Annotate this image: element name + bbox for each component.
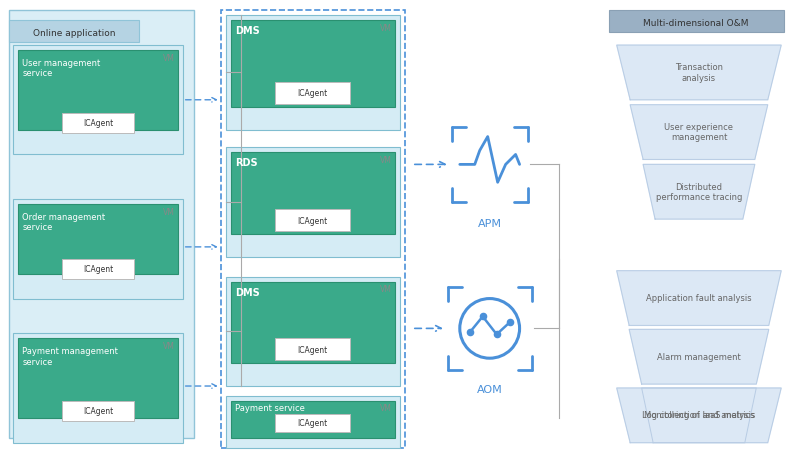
Text: VM: VM — [163, 341, 175, 350]
Bar — [18, 51, 178, 130]
Text: Log collection and analysis: Log collection and analysis — [642, 410, 755, 420]
Text: APM: APM — [477, 218, 501, 228]
Bar — [62, 113, 134, 133]
Polygon shape — [617, 388, 781, 443]
Text: AOM: AOM — [477, 384, 502, 394]
Text: Order management
service: Order management service — [22, 212, 106, 232]
Text: Online application: Online application — [33, 29, 115, 38]
Bar — [220, 11, 405, 448]
Bar — [276, 83, 350, 105]
Bar — [276, 339, 350, 360]
Bar — [231, 153, 395, 234]
Bar — [226, 277, 400, 386]
Text: DMS: DMS — [235, 26, 260, 36]
Text: VM: VM — [380, 284, 392, 293]
Point — [477, 313, 489, 320]
Text: Payment management
service: Payment management service — [22, 347, 119, 366]
Bar — [10, 21, 139, 43]
Text: DMS: DMS — [235, 287, 260, 297]
Text: Alarm management: Alarm management — [657, 352, 741, 361]
Polygon shape — [617, 271, 781, 326]
Bar — [226, 16, 400, 130]
Bar — [62, 259, 134, 279]
Text: VM: VM — [163, 207, 175, 216]
Text: VM: VM — [380, 24, 392, 33]
Text: ICAgent: ICAgent — [298, 89, 328, 98]
Text: User experience
management: User experience management — [665, 122, 734, 142]
Bar — [14, 200, 183, 299]
Point — [463, 329, 476, 336]
Polygon shape — [630, 330, 769, 384]
Bar — [14, 334, 183, 443]
Text: Payment service: Payment service — [235, 403, 304, 412]
Text: ICAgent: ICAgent — [298, 419, 328, 427]
Text: ICAgent: ICAgent — [83, 406, 113, 415]
Polygon shape — [643, 165, 755, 220]
Bar — [231, 21, 395, 107]
Text: ICAgent: ICAgent — [298, 216, 328, 225]
Text: VM: VM — [380, 404, 392, 413]
Bar — [18, 205, 178, 274]
Text: Transaction
analysis: Transaction analysis — [675, 63, 723, 82]
Text: VM: VM — [163, 53, 175, 62]
Text: Monitoring of IaaS metrics: Monitoring of IaaS metrics — [644, 410, 755, 420]
Text: ICAgent: ICAgent — [83, 119, 113, 128]
Text: RDS: RDS — [235, 158, 258, 168]
Text: User management
service: User management service — [22, 59, 101, 78]
Bar — [10, 11, 194, 438]
Bar — [226, 148, 400, 257]
Bar — [62, 401, 134, 421]
Bar — [18, 339, 178, 418]
Text: Multi-dimensional O&M: Multi-dimensional O&M — [643, 19, 749, 28]
Polygon shape — [642, 388, 756, 443]
Bar — [231, 401, 395, 438]
Bar — [276, 210, 350, 232]
Text: Application fault analysis: Application fault analysis — [646, 293, 752, 303]
Polygon shape — [630, 106, 767, 160]
Text: ICAgent: ICAgent — [298, 345, 328, 354]
Bar — [231, 282, 395, 364]
Text: ICAgent: ICAgent — [83, 265, 113, 273]
Bar — [276, 414, 350, 432]
Polygon shape — [617, 46, 781, 101]
Point — [490, 331, 503, 338]
Text: Distributed
performance tracing: Distributed performance tracing — [656, 182, 743, 202]
Bar — [14, 46, 183, 155]
Bar — [610, 11, 783, 33]
Text: VM: VM — [380, 156, 392, 165]
Point — [503, 319, 516, 326]
Bar — [226, 396, 400, 448]
